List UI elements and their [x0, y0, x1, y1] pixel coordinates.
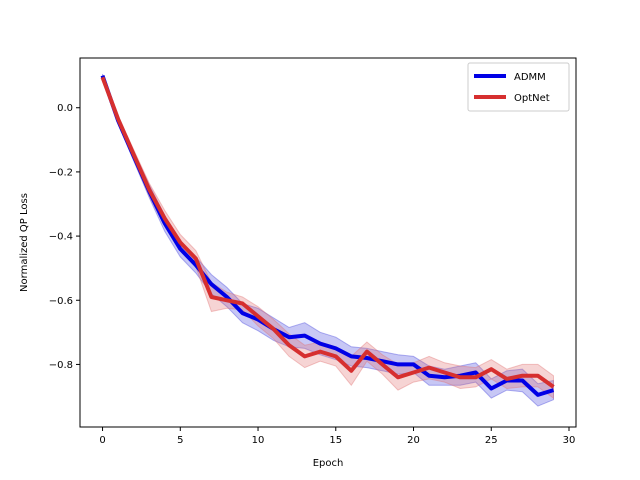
- y-axis: 0.0 −0.2 −0.4 −0.6 −0.8: [49, 103, 80, 371]
- y-tick-label: −0.2: [49, 167, 73, 178]
- x-tick-label: 15: [329, 435, 342, 446]
- band-optnet: [102, 75, 554, 400]
- x-tick-label: 10: [252, 435, 265, 446]
- legend: ADMM OptNet: [467, 62, 570, 112]
- x-tick-label: 25: [485, 435, 498, 446]
- x-axis: 0 5 10 15 20 25 30: [99, 427, 575, 446]
- y-axis-label: Normalized QP Loss: [19, 193, 30, 292]
- x-tick-label: 0: [99, 435, 105, 446]
- series-line-optnet: [100, 76, 555, 389]
- y-tick-label: 0.0: [57, 103, 73, 114]
- y-tick-label: −0.6: [49, 296, 73, 307]
- band-admm: [102, 73, 554, 407]
- x-axis-label: Epoch: [313, 458, 344, 469]
- y-tick-label: −0.4: [49, 232, 73, 243]
- x-tick-label: 5: [177, 435, 183, 446]
- confidence-bands: [102, 73, 554, 407]
- legend-label-optnet: OptNet: [514, 93, 550, 104]
- x-tick-label: 30: [563, 435, 576, 446]
- x-tick-label: 20: [407, 435, 420, 446]
- y-tick-label: −0.8: [49, 360, 73, 371]
- plot-frame: [79, 57, 577, 428]
- series-lines: [100, 74, 555, 397]
- legend-label-admm: ADMM: [514, 72, 546, 83]
